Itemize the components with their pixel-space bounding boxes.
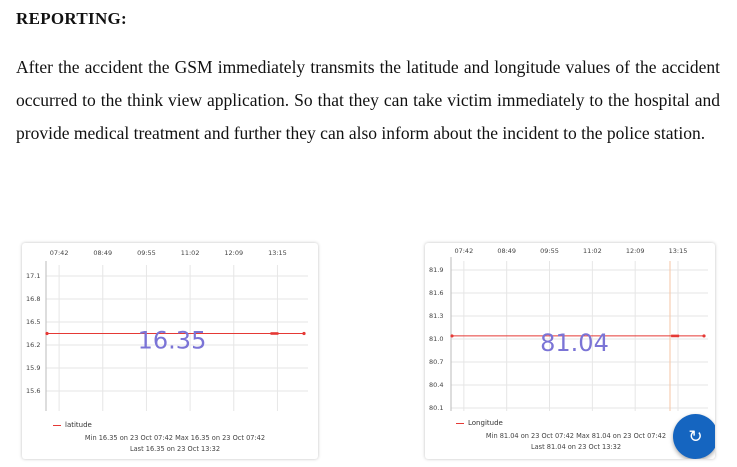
refresh-icon: ↻ — [688, 426, 703, 447]
current-value-label: 16.35 — [138, 327, 207, 355]
legend-swatch — [456, 422, 464, 424]
data-point — [702, 334, 706, 338]
data-point — [302, 331, 306, 336]
refresh-button[interactable]: ↻ — [673, 414, 715, 459]
section-heading: REPORTING: — [16, 9, 128, 28]
latitude-chart-panel: 17.1 16.8 16.5 16.2 15.9 15.6 07:42 08:49 09:55 1… — [22, 243, 318, 459]
y-tick-label: 16.2 — [26, 341, 40, 349]
legend-label: Longitude — [468, 419, 503, 427]
x-tick-label: 12:09 — [626, 247, 645, 255]
y-tick-label: 81.3 — [429, 312, 443, 320]
y-tick-label: 16.8 — [26, 295, 40, 303]
x-tick-label: 09:55 — [540, 247, 559, 255]
longitude-chart-panel: 81.9 81.6 81.3 81.0 80.7 80.4 80.1 07:42 08:49 09… — [425, 243, 715, 459]
data-point-cluster — [671, 334, 680, 338]
latitude-chart: 17.1 16.8 16.5 16.2 15.9 15.6 07:42 08:49 09:55 1… — [26, 249, 308, 411]
x-tick-label: 07:42 — [50, 249, 69, 257]
y-tick-label: 81.0 — [429, 335, 443, 343]
longitude-stats: Min 81.04 on 23 Oct 07:42 Max 81.04 on 2… — [425, 431, 715, 453]
stats-min-max: Min 16.35 on 23 Oct 07:42 Max 16.35 on 2… — [84, 434, 266, 442]
y-tick-label: 80.4 — [429, 381, 443, 389]
y-tick-label: 81.9 — [429, 266, 443, 274]
x-tick-label: 08:49 — [497, 247, 516, 255]
latitude-legend: latitude — [53, 421, 92, 429]
x-tick-label: 12:09 — [224, 249, 243, 257]
stats-min-max: Min 81.04 on 23 Oct 07:42 Max 81.04 on 2… — [485, 432, 667, 440]
x-tick-label: 13:15 — [669, 247, 688, 255]
stats-last: Last 81.04 on 23 Oct 13:32 — [530, 443, 622, 451]
latitude-stats: Min 16.35 on 23 Oct 07:42 Max 16.35 on 2… — [22, 433, 318, 455]
data-point — [45, 331, 49, 336]
longitude-legend: Longitude — [456, 419, 503, 427]
y-tick-label: 15.6 — [26, 387, 40, 395]
legend-swatch — [53, 424, 61, 426]
body-paragraph: After the accident the GSM immediately t… — [16, 57, 720, 143]
y-tick-label: 81.6 — [429, 289, 443, 297]
stats-last: Last 16.35 on 23 Oct 13:32 — [129, 445, 221, 453]
x-tick-label: 11:02 — [181, 249, 200, 257]
legend-label: latitude — [65, 421, 92, 429]
y-tick-label: 15.9 — [26, 364, 40, 372]
data-point-cluster — [270, 332, 279, 335]
y-tick-label: 17.1 — [26, 272, 40, 280]
data-point — [450, 334, 454, 338]
x-tick-label: 13:15 — [268, 249, 287, 257]
y-tick-label: 16.5 — [26, 318, 40, 326]
x-tick-label: 07:42 — [454, 247, 473, 255]
y-tick-label: 80.1 — [429, 404, 443, 412]
longitude-chart: 81.9 81.6 81.3 81.0 80.7 80.4 80.1 07:42 08:49 09… — [429, 247, 708, 412]
x-tick-label: 09:55 — [137, 249, 156, 257]
y-tick-label: 80.7 — [429, 358, 443, 366]
x-tick-label: 08:49 — [93, 249, 112, 257]
x-tick-label: 11:02 — [583, 247, 602, 255]
current-value-label: 81.04 — [540, 329, 609, 357]
